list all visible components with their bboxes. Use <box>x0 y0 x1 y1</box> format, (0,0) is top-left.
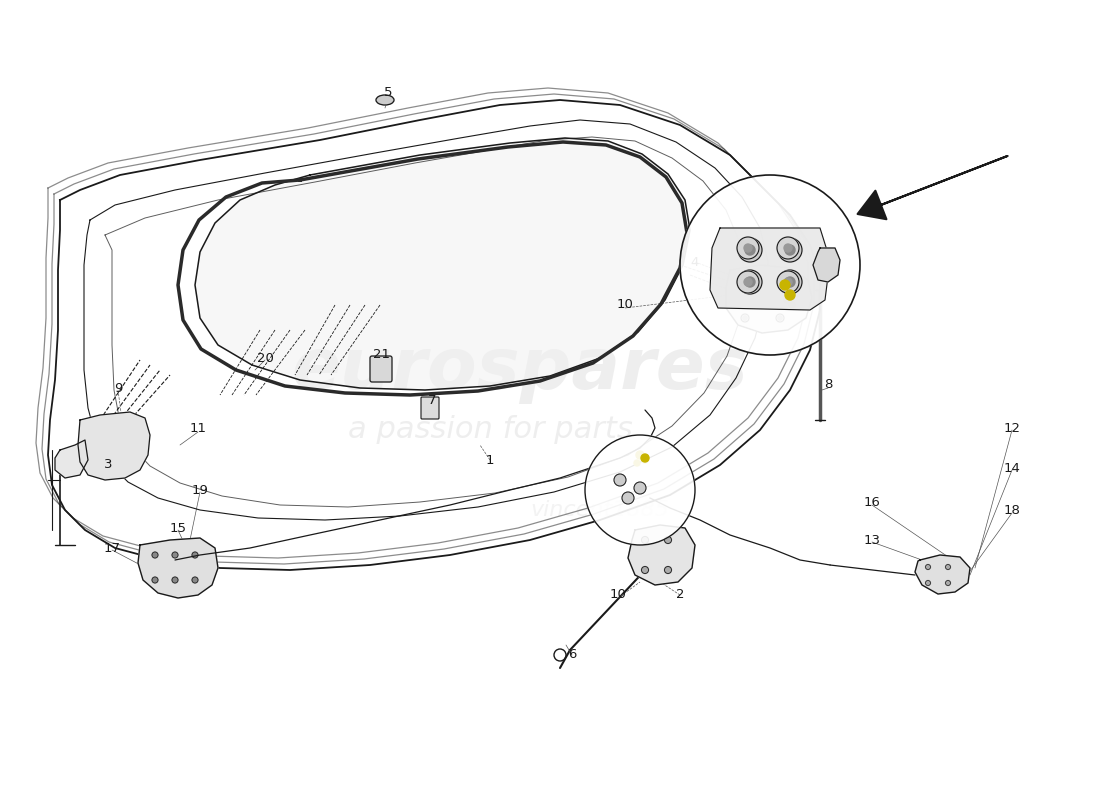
Circle shape <box>172 577 178 583</box>
Circle shape <box>744 244 752 252</box>
FancyBboxPatch shape <box>421 397 439 419</box>
Circle shape <box>621 492 634 504</box>
Circle shape <box>741 314 749 322</box>
Text: 3: 3 <box>103 458 112 471</box>
Circle shape <box>152 552 158 558</box>
Polygon shape <box>915 555 970 594</box>
Text: 21: 21 <box>374 349 390 362</box>
Circle shape <box>642 457 648 463</box>
Polygon shape <box>628 525 695 585</box>
Text: 17: 17 <box>103 542 121 554</box>
Circle shape <box>664 537 671 543</box>
Circle shape <box>172 552 178 558</box>
Circle shape <box>641 454 649 462</box>
Text: 18: 18 <box>1003 503 1021 517</box>
Text: 19: 19 <box>191 483 208 497</box>
Circle shape <box>634 482 646 494</box>
Circle shape <box>192 577 198 583</box>
Text: 5: 5 <box>384 86 393 98</box>
Text: 9: 9 <box>113 382 122 394</box>
Circle shape <box>742 316 747 320</box>
Circle shape <box>614 474 626 486</box>
Circle shape <box>785 245 795 255</box>
Circle shape <box>785 277 795 287</box>
Text: 10: 10 <box>609 589 626 602</box>
Circle shape <box>777 237 799 259</box>
Text: 6: 6 <box>568 649 576 662</box>
Circle shape <box>664 566 671 574</box>
Circle shape <box>946 565 950 570</box>
Circle shape <box>776 314 784 322</box>
Circle shape <box>776 276 784 284</box>
Text: 14: 14 <box>1003 462 1021 474</box>
Circle shape <box>192 552 198 558</box>
Text: eurospares: eurospares <box>292 335 748 405</box>
Text: 8: 8 <box>824 378 833 391</box>
Circle shape <box>784 297 790 303</box>
Text: 16: 16 <box>864 495 880 509</box>
Circle shape <box>778 316 782 320</box>
Circle shape <box>745 245 755 255</box>
Ellipse shape <box>376 95 394 105</box>
Circle shape <box>744 278 752 286</box>
Circle shape <box>780 280 790 290</box>
Text: 2: 2 <box>675 589 684 602</box>
Polygon shape <box>78 412 150 480</box>
FancyArrowPatch shape <box>858 156 1008 219</box>
Circle shape <box>785 290 795 300</box>
Text: vincent1885: vincent1885 <box>530 500 670 520</box>
Circle shape <box>789 302 795 308</box>
Circle shape <box>680 175 860 355</box>
Circle shape <box>741 276 749 284</box>
Circle shape <box>778 270 802 294</box>
Circle shape <box>641 566 649 574</box>
Circle shape <box>636 451 644 459</box>
Polygon shape <box>726 265 812 333</box>
Circle shape <box>738 238 762 262</box>
Text: 4: 4 <box>691 255 700 269</box>
Text: a passion for parts: a passion for parts <box>348 415 632 445</box>
Circle shape <box>925 581 931 586</box>
Text: 11: 11 <box>189 422 207 434</box>
Circle shape <box>778 238 802 262</box>
Circle shape <box>737 271 759 293</box>
Circle shape <box>925 565 931 570</box>
Circle shape <box>946 581 950 586</box>
Text: 13: 13 <box>864 534 880 546</box>
Text: 10: 10 <box>617 298 634 311</box>
Polygon shape <box>55 440 88 478</box>
Circle shape <box>634 460 640 466</box>
Polygon shape <box>813 248 840 282</box>
Polygon shape <box>195 138 690 390</box>
Text: 7: 7 <box>428 394 437 406</box>
Circle shape <box>778 278 782 282</box>
Polygon shape <box>710 228 830 310</box>
Circle shape <box>745 277 755 287</box>
Circle shape <box>641 537 649 543</box>
Text: 12: 12 <box>1003 422 1021 434</box>
Circle shape <box>152 577 158 583</box>
Circle shape <box>738 270 762 294</box>
Circle shape <box>737 237 759 259</box>
Circle shape <box>742 278 747 282</box>
Text: 20: 20 <box>256 351 274 365</box>
FancyBboxPatch shape <box>370 356 392 382</box>
Circle shape <box>585 435 695 545</box>
Text: 15: 15 <box>169 522 187 534</box>
Circle shape <box>784 244 792 252</box>
Circle shape <box>784 278 792 286</box>
Circle shape <box>777 271 799 293</box>
Polygon shape <box>138 538 218 598</box>
Text: 1: 1 <box>486 454 494 466</box>
